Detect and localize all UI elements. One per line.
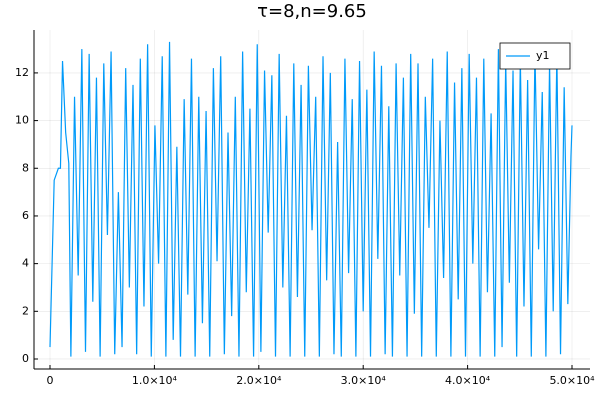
x-tick-label: 5.0×10⁴	[549, 374, 595, 387]
y-tick-label: 2	[22, 304, 29, 317]
x-tick-label: 4.0×10⁴	[445, 374, 491, 387]
y-tick-label: 4	[22, 257, 29, 270]
y-tick-label: 0	[22, 352, 29, 365]
x-tick-label: 2.0×10⁴	[236, 374, 282, 387]
legend-label: y1	[536, 49, 550, 62]
y-tick-label: 12	[15, 66, 29, 79]
chart-title: τ=8,n=9.65	[257, 1, 367, 22]
line	[49, 41, 573, 357]
y-tick-label: 8	[22, 161, 29, 174]
x-tick-label: 3.0×10⁴	[341, 374, 387, 387]
y-tick-label: 10	[15, 114, 29, 127]
x-tick-label: 1.0×10⁴	[132, 374, 178, 387]
y-tick-label: 6	[22, 209, 29, 222]
x-tick-label: 0	[47, 374, 54, 387]
